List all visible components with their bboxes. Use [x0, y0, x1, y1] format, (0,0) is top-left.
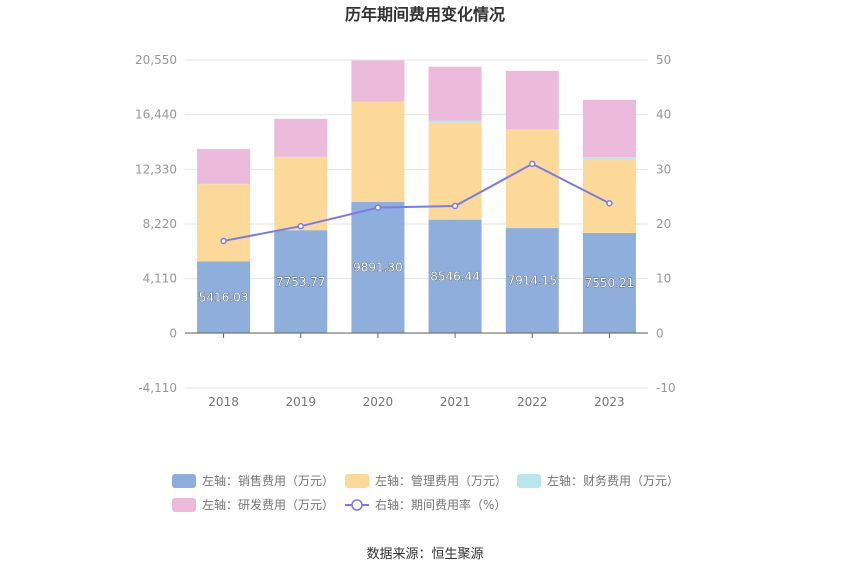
legend-label: 左轴：财务费用（万元）: [547, 473, 679, 488]
bar-labels: 5416.03 7753.77 9891.30 8546.44 7914.15 7550.…: [198, 260, 635, 304]
x-tick-label: 2018: [208, 395, 239, 409]
legend-item[interactable]: 左轴：研发费用（万元）: [172, 497, 334, 512]
x-tick-label: 2023: [594, 395, 625, 409]
bar-data-label: 7550.21: [585, 276, 635, 290]
left-tick-label: -4,110: [138, 381, 177, 395]
bar-segment: [274, 157, 328, 231]
x-tick-label: 2019: [285, 395, 316, 409]
legend-item[interactable]: 左轴：销售费用（万元）: [172, 473, 334, 488]
legend-label: 左轴：销售费用（万元）: [202, 473, 334, 488]
right-axis: -10 0 10 20 30 40 50: [656, 53, 676, 395]
bar-data-label: 8546.44: [430, 269, 480, 283]
bar-segment: [428, 219, 482, 334]
bar-segment: [582, 99, 636, 158]
right-tick-label: 40: [656, 108, 671, 122]
bar-segment: [582, 159, 636, 233]
legend-swatch: [172, 498, 196, 512]
rate-point: [374, 204, 382, 211]
bar-segment: [351, 201, 405, 334]
right-tick-label: 30: [656, 162, 671, 176]
x-tick-label: 2021: [440, 395, 471, 409]
bar-data-label: 9891.30: [353, 261, 403, 275]
bar-segment: [197, 184, 251, 262]
left-tick-label: 20,550: [135, 53, 177, 67]
legend-item[interactable]: 左轴：管理费用（万元）: [345, 473, 507, 488]
legend-label: 左轴：研发费用（万元）: [202, 497, 334, 512]
bar-segment: [197, 261, 251, 334]
bar-segment: [274, 230, 328, 334]
bar-segment: [505, 228, 559, 334]
line-series: [220, 160, 613, 245]
x-tick-label: 2022: [517, 395, 548, 409]
right-tick-label: 50: [656, 53, 671, 67]
x-axis: 2018 2019 2020 2021 2022 2023: [185, 332, 648, 409]
legend-swatch: [172, 474, 196, 488]
bar-segment: [428, 66, 482, 121]
left-tick-label: 4,110: [143, 272, 177, 286]
rate-point: [529, 160, 536, 168]
legend-swatch: [345, 474, 369, 488]
bar-data-label: 5416.03: [199, 290, 249, 304]
legend-item[interactable]: 左轴：财务费用（万元）: [517, 473, 679, 488]
left-tick-label: 0: [169, 326, 177, 340]
bar-segment: [505, 70, 559, 130]
bar-segment: [582, 232, 636, 334]
bars: [197, 60, 636, 334]
legend-item[interactable]: 右轴：期间费用率（%）: [345, 497, 506, 512]
bar-data-label: 7914.15: [507, 274, 557, 288]
bar-data-label: 7753.77: [276, 275, 326, 289]
rate-point: [297, 222, 304, 230]
rate-point: [606, 199, 613, 207]
right-tick-label: 10: [656, 272, 671, 286]
legend-label: 右轴：期间费用率（%）: [375, 497, 506, 512]
right-tick-label: -10: [656, 381, 676, 395]
rate-point: [451, 202, 459, 210]
bar-segment: [428, 120, 482, 123]
bar-segment: [197, 149, 251, 184]
left-tick-label: 8,220: [143, 217, 177, 231]
grid: [185, 59, 648, 389]
legend-swatch: [517, 474, 541, 488]
rate-line: [223, 162, 610, 242]
right-tick-label: 0: [656, 326, 664, 340]
right-tick-label: 20: [656, 217, 671, 231]
legend-label: 左轴：管理费用（万元）: [375, 473, 507, 488]
legend-marker: [351, 499, 363, 511]
bar-segment: [582, 157, 636, 160]
left-axis: -4,110 0 4,110 8,220 12,330 16,440 20,550: [135, 53, 177, 395]
x-tick-label: 2020: [363, 395, 394, 409]
legend: 左轴：销售费用（万元） 左轴：管理费用（万元） 左轴：财务费用（万元） 左轴：研发费用…: [172, 473, 679, 512]
bar-segment: [505, 129, 559, 229]
chart-title: 历年期间费用变化情况: [345, 5, 505, 24]
source-note: 数据来源：恒生聚源: [366, 547, 483, 562]
left-tick-label: 12,330: [135, 162, 177, 176]
bar-segment: [351, 102, 405, 202]
bar-segment: [351, 60, 405, 102]
left-tick-label: 16,440: [135, 108, 177, 122]
bar-segment: [274, 118, 328, 157]
rate-point: [220, 237, 227, 245]
